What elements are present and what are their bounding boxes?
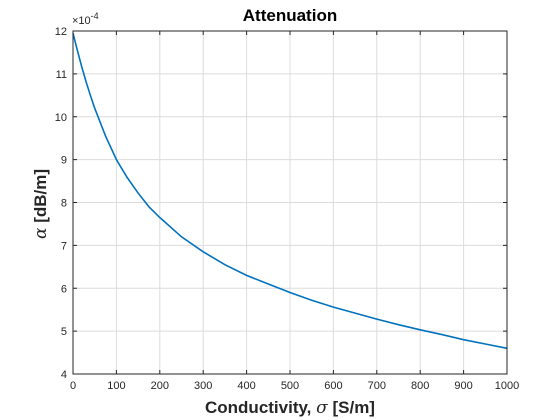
y-axis-label: α [dB/m] — [31, 169, 51, 239]
chart-title: Attenuation — [243, 6, 337, 25]
x-tick-label: 300 — [194, 380, 212, 392]
x-axis-ticks: 0 100 200 300 400 500 600 700 800 900 1000 — [70, 31, 519, 392]
x-tick-label: 200 — [151, 380, 169, 392]
x-tick-label: 400 — [237, 380, 255, 392]
x-tick-label: 0 — [70, 380, 76, 392]
y-tick-label: 10 — [55, 112, 67, 124]
y-tick-label: 8 — [61, 198, 67, 210]
x-axis-label-text: Conductivity, — [205, 398, 316, 417]
x-tick-label: 900 — [454, 380, 472, 392]
y-axis-exponent-base: ×10 — [72, 15, 91, 27]
x-tick-label: 1000 — [495, 380, 519, 392]
x-tick-label: 500 — [281, 380, 299, 392]
x-axis-label-unit: [S/m] — [328, 398, 375, 417]
y-tick-label: 9 — [61, 155, 67, 167]
x-tick-label: 100 — [107, 380, 125, 392]
y-axis-label-symbol: α — [31, 227, 51, 239]
x-tick-label: 600 — [324, 380, 342, 392]
x-axis-label-symbol: σ — [316, 398, 328, 418]
y-tick-label: 6 — [61, 283, 67, 295]
x-axis-label: Conductivity, σ [S/m] — [205, 398, 375, 418]
y-axis-exponent: ×10-4 — [72, 11, 99, 27]
y-tick-label: 5 — [61, 326, 67, 338]
x-tick-label: 800 — [411, 380, 429, 392]
y-tick-label: 4 — [61, 369, 67, 381]
x-tick-label: 700 — [368, 380, 386, 392]
y-axis-exponent-power: -4 — [91, 11, 99, 21]
y-tick-label: 11 — [56, 69, 67, 81]
series-line — [72, 32, 508, 350]
y-tick-label: 7 — [61, 240, 67, 252]
y-axis-label-unit: [dB/m] — [31, 169, 50, 228]
y-axis-ticks: 4 5 6 7 8 9 10 11 12 — [55, 26, 507, 381]
y-tick-label: 12 — [55, 26, 67, 38]
